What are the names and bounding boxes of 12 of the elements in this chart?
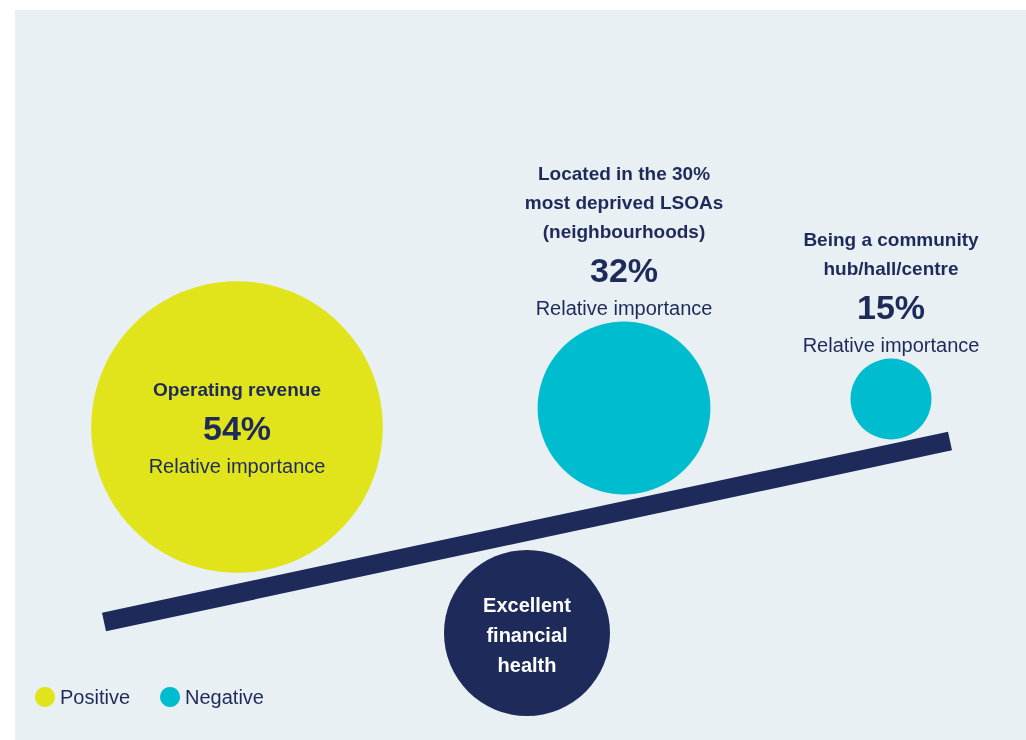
data-label: 32%	[589, 250, 659, 289]
text: Relative importance	[802, 333, 980, 356]
text: Relative importance	[148, 454, 326, 477]
data-label: 54%	[202, 408, 272, 447]
data-label: 15%	[856, 287, 926, 326]
text: Relative importance	[535, 296, 713, 319]
category-label: Being a community hub/hall/centre	[803, 228, 980, 279]
legend-label: Negative	[185, 686, 264, 708]
text: Excellent financial health	[482, 593, 572, 678]
legend-label: Positive	[60, 686, 131, 708]
category-label: Located in the 30% most deprived LSOAs (neighbourhoods)	[524, 162, 724, 242]
category-label: Operating revenue	[153, 378, 321, 400]
